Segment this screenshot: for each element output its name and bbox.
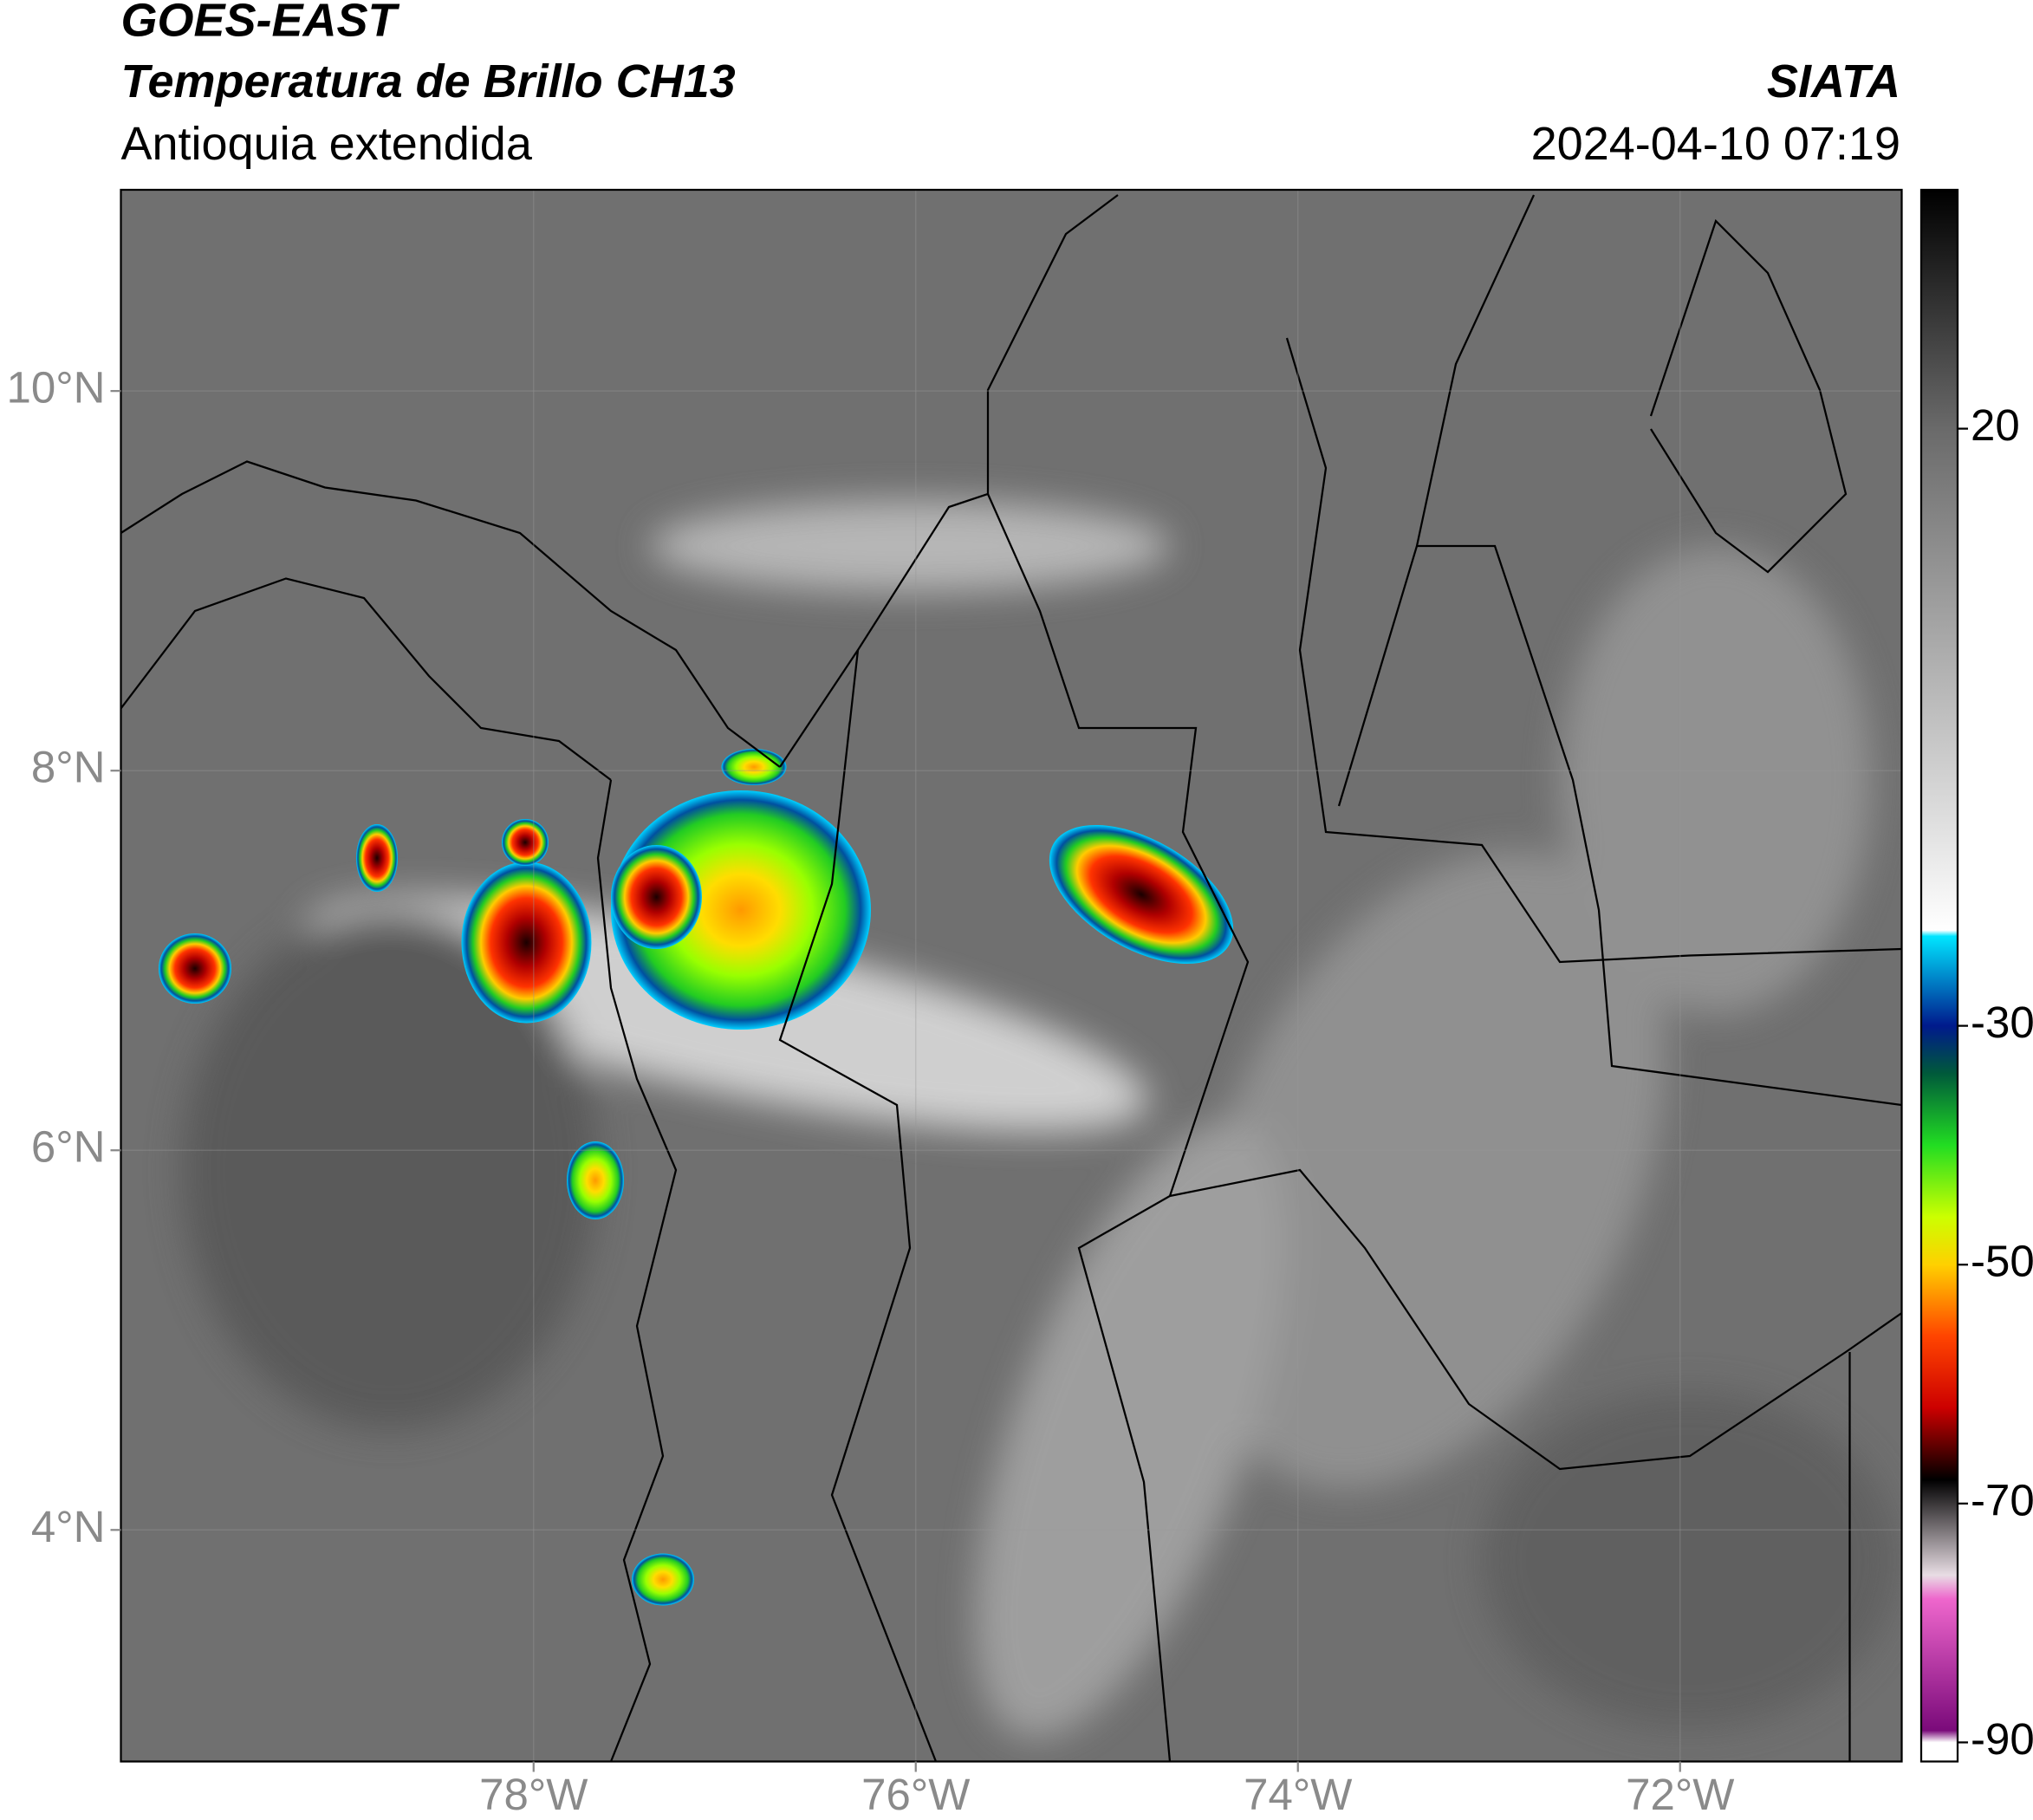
map-frame (120, 188, 1903, 1763)
source: SIATA (1767, 55, 1900, 107)
y-tick-label: 10°N (7, 363, 106, 413)
colorbar-tick-label: -30 (1971, 998, 2033, 1047)
map-image (120, 190, 1902, 1762)
x-tick-label: 74°W (1244, 1770, 1352, 1819)
y-tick-label: 8°N (31, 743, 106, 792)
subtitle: Temperatura de Brillo CH13 (121, 55, 736, 107)
colorbar-tick-label: -70 (1971, 1475, 2033, 1524)
region: Antioquia extendida (121, 118, 533, 170)
x-tick-label: 78°W (479, 1770, 588, 1819)
x-tick-label: 76°W (861, 1770, 970, 1819)
colorbar (1919, 188, 1959, 1763)
colorbar-tick-label: -50 (1971, 1237, 2033, 1286)
y-tick-label: 6°N (31, 1122, 106, 1172)
colorbar-tick-label: -90 (1971, 1714, 2033, 1764)
x-tick-label: 72°W (1626, 1770, 1734, 1819)
title: GOES-EAST (121, 0, 400, 46)
colorbar-tick-label: 20 (1971, 400, 2020, 450)
y-tick-label: 4°N (31, 1502, 106, 1551)
datetime: 2024-04-10 07:19 (1531, 118, 1900, 170)
